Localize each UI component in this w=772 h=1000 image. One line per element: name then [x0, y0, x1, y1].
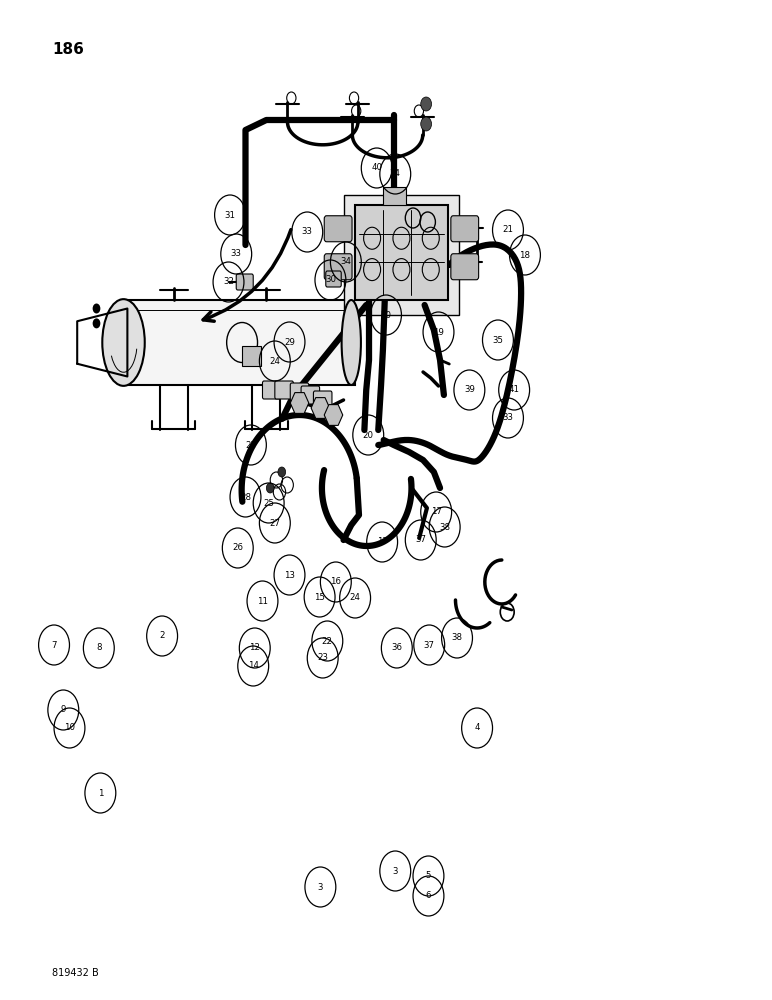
Text: 17: 17 — [431, 508, 442, 516]
Text: 8: 8 — [96, 644, 102, 652]
Ellipse shape — [341, 300, 361, 385]
Text: 6: 6 — [425, 892, 432, 900]
Text: 34: 34 — [340, 257, 351, 266]
Text: 25: 25 — [263, 498, 274, 508]
Bar — [344, 195, 459, 315]
Text: 23: 23 — [317, 654, 328, 663]
Circle shape — [421, 117, 432, 131]
Text: 2: 2 — [159, 632, 165, 641]
Text: 13: 13 — [284, 570, 295, 579]
FancyBboxPatch shape — [326, 271, 341, 287]
Text: 30: 30 — [325, 275, 336, 284]
Text: 36: 36 — [391, 644, 402, 652]
Text: 20: 20 — [381, 310, 391, 320]
Text: 33: 33 — [503, 413, 513, 422]
FancyBboxPatch shape — [451, 254, 479, 280]
Text: 819432 B: 819432 B — [52, 968, 100, 978]
Text: 17: 17 — [377, 538, 388, 546]
Text: 39: 39 — [464, 385, 475, 394]
Text: 15: 15 — [314, 592, 325, 601]
Ellipse shape — [102, 299, 144, 386]
FancyBboxPatch shape — [262, 381, 281, 399]
Text: 38: 38 — [452, 634, 462, 643]
Text: 5: 5 — [425, 871, 432, 880]
Text: 20: 20 — [363, 430, 374, 440]
Circle shape — [93, 318, 100, 328]
Text: 35: 35 — [493, 336, 503, 345]
Bar — [383, 187, 406, 205]
Text: 19: 19 — [433, 328, 444, 337]
Text: 21: 21 — [503, 226, 513, 234]
Text: 7: 7 — [51, 641, 57, 650]
Text: 33: 33 — [231, 249, 242, 258]
Text: 33: 33 — [302, 228, 313, 236]
Text: 3: 3 — [392, 866, 398, 876]
Text: 18: 18 — [520, 250, 530, 259]
Text: 32: 32 — [223, 277, 234, 286]
Text: 4: 4 — [474, 724, 480, 732]
Text: 34: 34 — [390, 169, 401, 178]
Text: 16: 16 — [330, 577, 341, 586]
Text: 22: 22 — [245, 441, 256, 450]
FancyBboxPatch shape — [236, 274, 253, 290]
Circle shape — [421, 97, 432, 111]
FancyBboxPatch shape — [301, 386, 320, 404]
Text: 27: 27 — [269, 518, 280, 528]
Text: 12: 12 — [249, 644, 260, 652]
FancyBboxPatch shape — [313, 391, 332, 409]
FancyBboxPatch shape — [324, 216, 352, 242]
FancyBboxPatch shape — [290, 383, 309, 401]
Circle shape — [278, 467, 286, 477]
Text: 1: 1 — [97, 788, 103, 798]
Text: 37: 37 — [424, 641, 435, 650]
Text: 24: 24 — [350, 593, 361, 602]
Text: 29: 29 — [284, 338, 295, 347]
Circle shape — [93, 304, 100, 314]
Text: 3: 3 — [317, 883, 323, 892]
FancyBboxPatch shape — [275, 381, 293, 399]
Text: 14: 14 — [248, 662, 259, 671]
FancyBboxPatch shape — [324, 254, 352, 280]
Text: 40: 40 — [371, 163, 382, 172]
Text: 11: 11 — [257, 596, 268, 605]
Text: 38: 38 — [439, 522, 450, 532]
Text: 28: 28 — [240, 492, 251, 502]
Text: 37: 37 — [415, 536, 426, 544]
Circle shape — [266, 483, 274, 493]
Text: 24: 24 — [269, 357, 280, 365]
Text: 22: 22 — [322, 637, 333, 646]
Text: 41: 41 — [509, 385, 520, 394]
Text: 26: 26 — [232, 544, 243, 552]
Text: 10: 10 — [64, 724, 75, 732]
Bar — [355, 205, 448, 300]
Text: 186: 186 — [52, 42, 84, 57]
FancyBboxPatch shape — [451, 216, 479, 242]
Bar — [120, 300, 355, 385]
Text: 9: 9 — [61, 706, 66, 714]
Bar — [242, 346, 261, 366]
Text: 31: 31 — [225, 211, 235, 220]
